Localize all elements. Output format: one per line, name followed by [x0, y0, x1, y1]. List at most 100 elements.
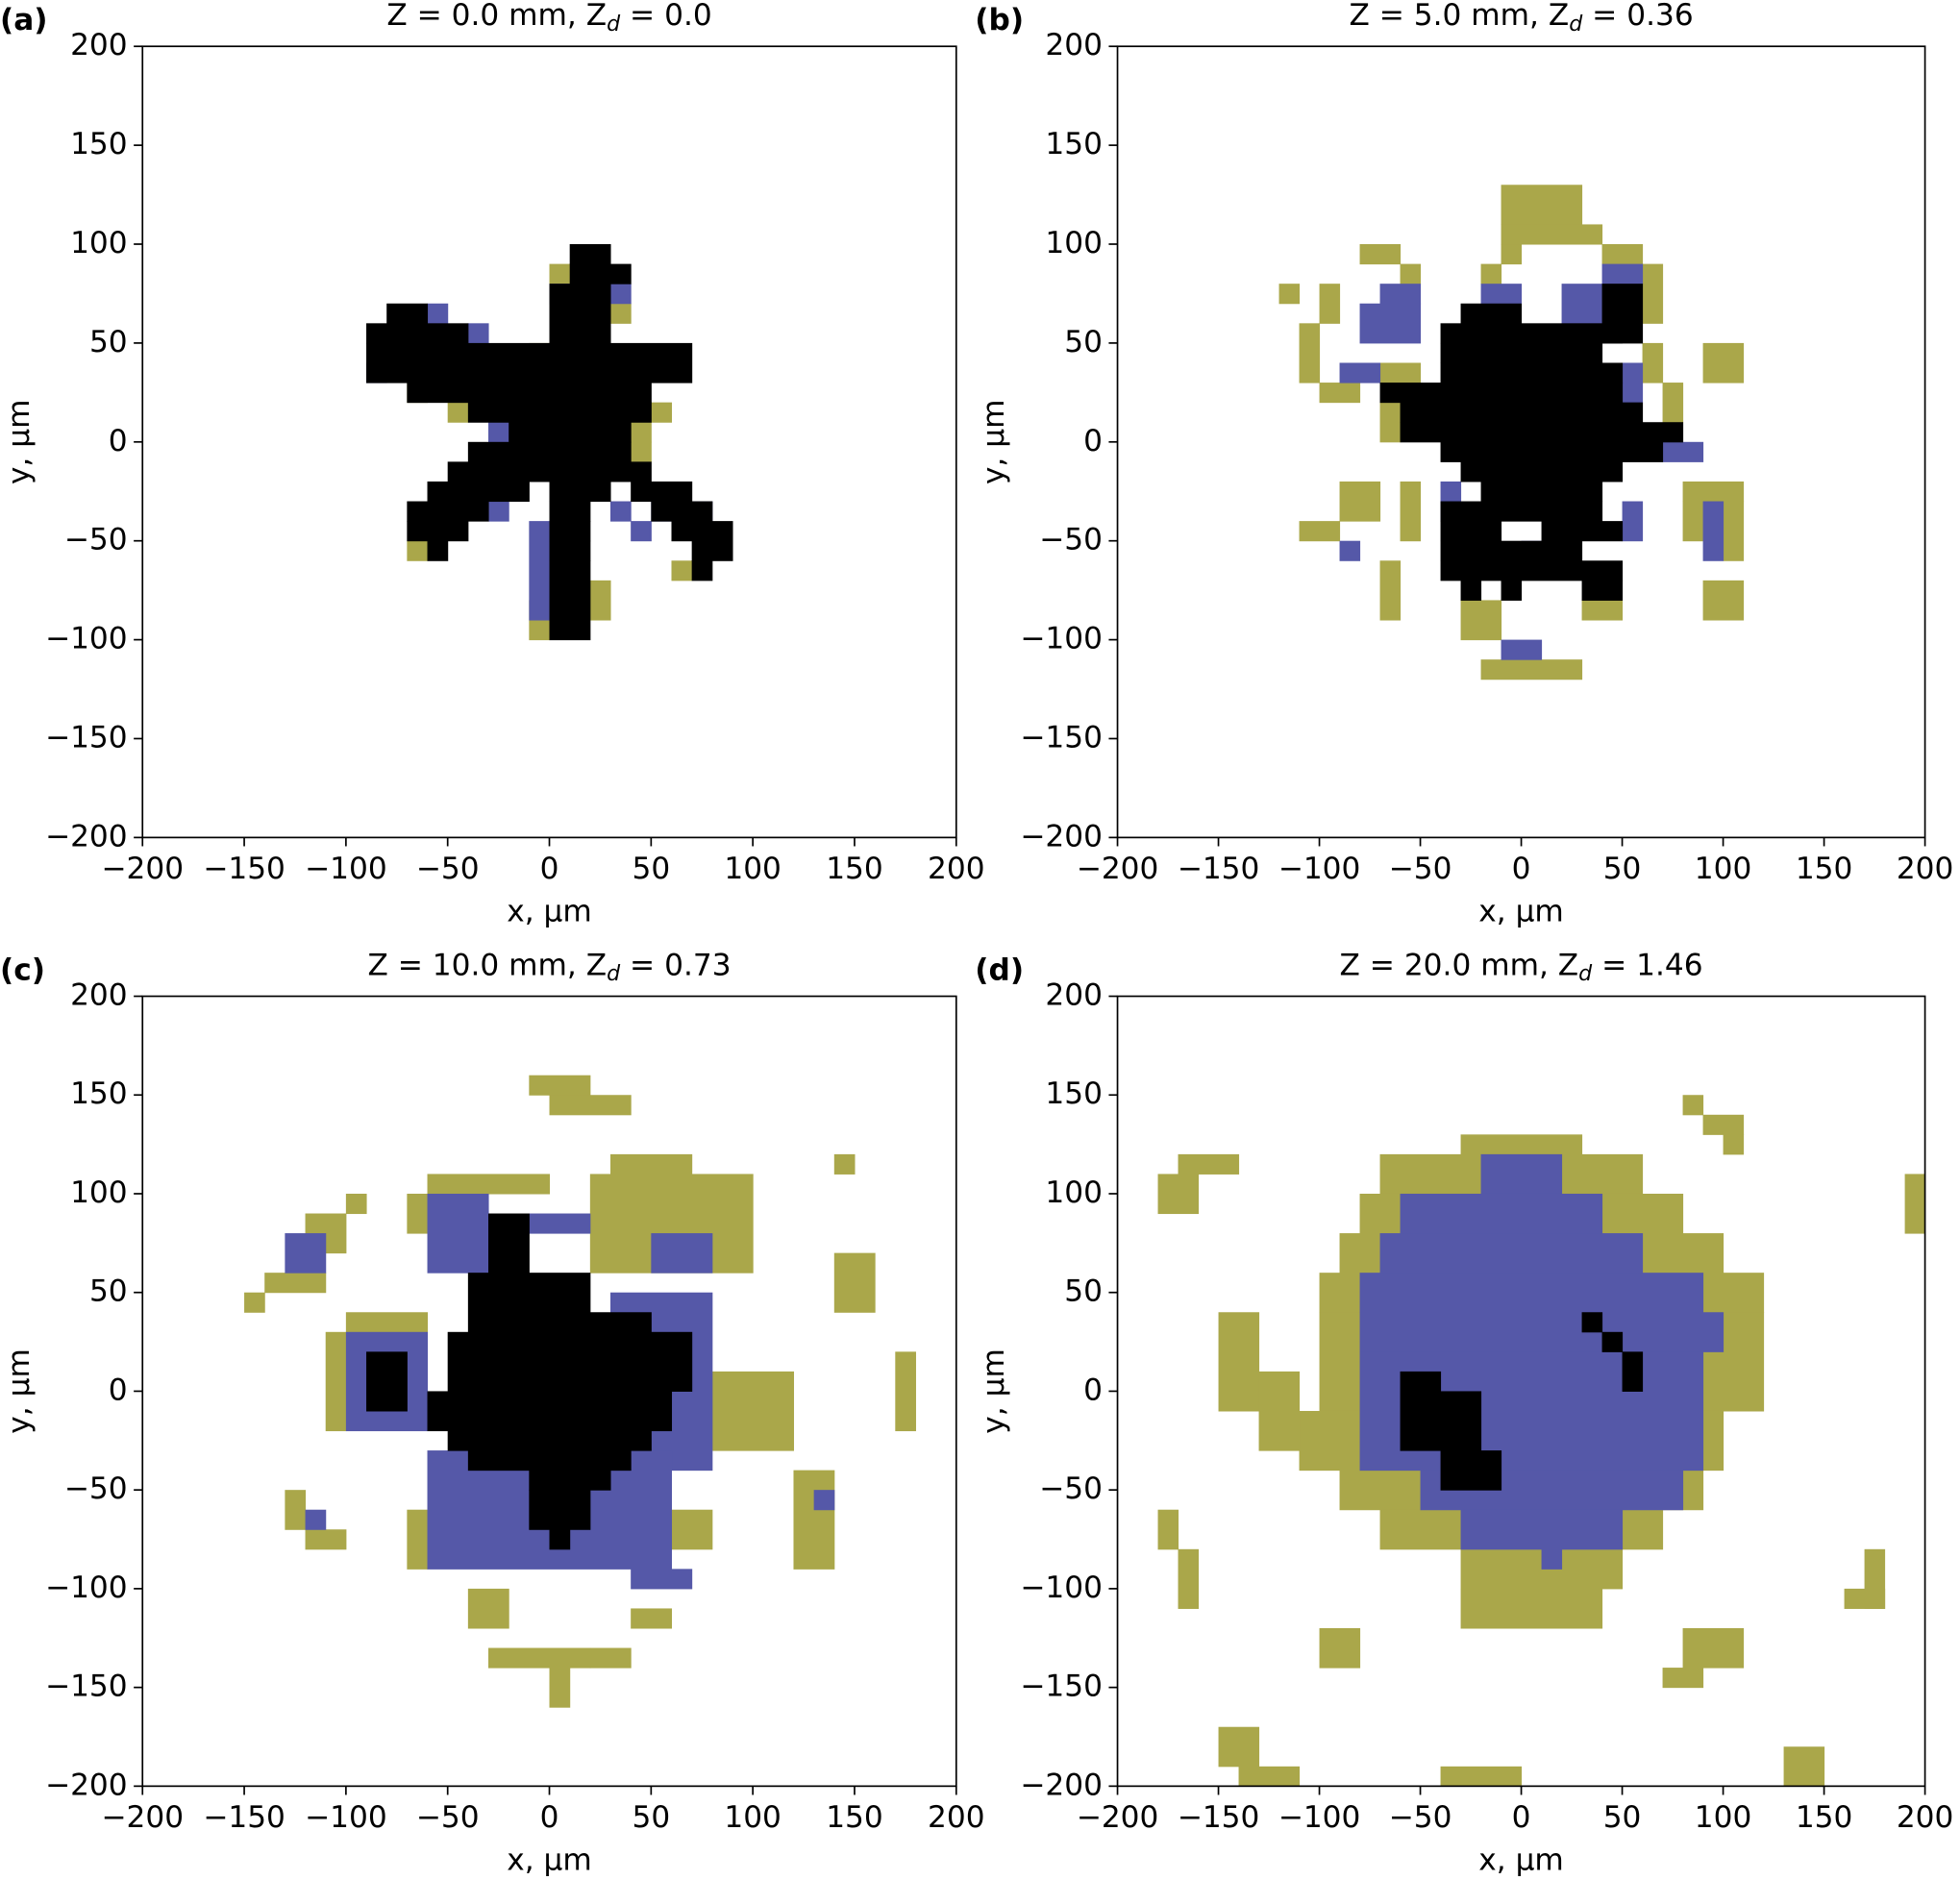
cell	[1379, 1233, 1644, 1274]
y-tick-label: −50	[1039, 1472, 1103, 1506]
cell	[1299, 521, 1341, 542]
panel-label: (d)	[975, 953, 1024, 988]
cell	[1400, 422, 1684, 443]
cell	[549, 481, 611, 503]
cell	[610, 284, 632, 305]
cell	[610, 1153, 693, 1175]
cell	[1581, 580, 1624, 601]
cell	[569, 244, 611, 265]
cell	[610, 501, 632, 522]
cell	[1541, 521, 1624, 542]
cell	[1601, 244, 1644, 265]
y-tick-label: −50	[1039, 523, 1103, 557]
panel-title: Z = 20.0 mm, Zd = 1.46	[1340, 948, 1703, 985]
cell	[671, 521, 733, 542]
cell	[1460, 1588, 1603, 1629]
cell	[1844, 1588, 1886, 1609]
cell	[407, 540, 429, 561]
cell	[1440, 342, 1603, 364]
cell	[1319, 1627, 1361, 1669]
x-tick-label: −100	[1278, 852, 1361, 886]
cell	[631, 521, 652, 542]
cell	[549, 521, 591, 542]
cell	[366, 342, 693, 383]
cell	[569, 263, 632, 284]
cell	[1460, 1509, 1624, 1550]
x-tick-label: 200	[928, 852, 985, 886]
cell	[1662, 1668, 1704, 1689]
y-tick-label: 0	[109, 1373, 128, 1407]
cell	[1622, 362, 1644, 404]
panel-title: Z = 5.0 mm, Zd = 0.36	[1349, 0, 1693, 36]
x-tick-label: 100	[1695, 1800, 1752, 1835]
title-part: d	[607, 961, 621, 986]
cell	[1460, 461, 1624, 482]
y-tick-label: −50	[64, 523, 128, 557]
cell	[244, 1292, 265, 1313]
y-tick-label: −100	[45, 622, 128, 656]
cell	[1682, 501, 1704, 542]
y-tick-label: −50	[64, 1472, 128, 1506]
cell	[1440, 1450, 1502, 1491]
cell	[1379, 402, 1402, 443]
cell	[1440, 501, 1603, 522]
cell	[407, 501, 489, 522]
cell	[651, 402, 673, 423]
y-tick-label: −150	[1020, 720, 1103, 754]
cell	[1379, 362, 1422, 383]
y-tick-label: 150	[70, 1076, 128, 1111]
title-part: = 0.36	[1582, 0, 1693, 33]
panel-title: Z = 0.0 mm, Zd = 0.0	[386, 0, 711, 36]
cell	[1400, 263, 1422, 284]
cell	[467, 323, 489, 344]
cell	[1379, 560, 1402, 621]
cell	[1440, 1766, 1523, 1787]
cell	[1359, 244, 1402, 265]
cell	[1178, 1548, 1200, 1609]
cell	[793, 1470, 835, 1570]
y-axis-label: y, µm	[977, 1348, 1011, 1434]
cell	[1702, 1114, 1745, 1135]
x-tick-label: 0	[1512, 852, 1531, 886]
cell	[1460, 1134, 1583, 1155]
title-part: d	[607, 11, 621, 36]
y-tick-label: −200	[1020, 819, 1103, 853]
x-tick-label: −50	[1389, 1800, 1452, 1835]
cell	[1319, 284, 1341, 324]
cell	[529, 1470, 611, 1491]
y-tick-label: 100	[70, 226, 128, 260]
cell	[407, 521, 469, 542]
cell	[1440, 521, 1502, 542]
cell	[345, 1193, 367, 1215]
cell	[1480, 481, 1603, 503]
cell	[529, 1490, 591, 1530]
cell	[549, 263, 571, 284]
cell	[1723, 1134, 1745, 1155]
cell	[1218, 1312, 1260, 1412]
cell	[631, 1569, 693, 1590]
cell	[691, 560, 713, 581]
x-tick-label: −200	[1077, 852, 1159, 886]
panel-title: Z = 10.0 mm, Zd = 0.73	[367, 948, 731, 985]
y-tick-label: 200	[70, 978, 128, 1013]
title-part: Z = 10.0 mm, Z	[367, 948, 607, 982]
cell	[1359, 303, 1422, 344]
cell	[1460, 580, 1482, 601]
x-tick-label: −50	[1389, 852, 1452, 886]
x-tick-label: −150	[203, 852, 285, 886]
x-tick-label: −50	[416, 1800, 480, 1835]
cell	[264, 1273, 327, 1294]
cell	[467, 1450, 632, 1472]
cell	[651, 1233, 713, 1274]
x-tick-label: 0	[540, 1800, 559, 1835]
cell	[1723, 501, 1745, 561]
x-tick-label: 200	[928, 1800, 985, 1835]
x-tick-label: 100	[1695, 852, 1752, 886]
y-axis-label: y, µm	[2, 1348, 37, 1434]
cell	[1480, 1153, 1563, 1195]
cell	[285, 1233, 327, 1274]
title-part: Z = 0.0 mm, Z	[386, 0, 607, 33]
y-tick-label: 150	[70, 127, 128, 161]
y-tick-label: 50	[89, 1274, 128, 1309]
cell	[631, 481, 693, 503]
